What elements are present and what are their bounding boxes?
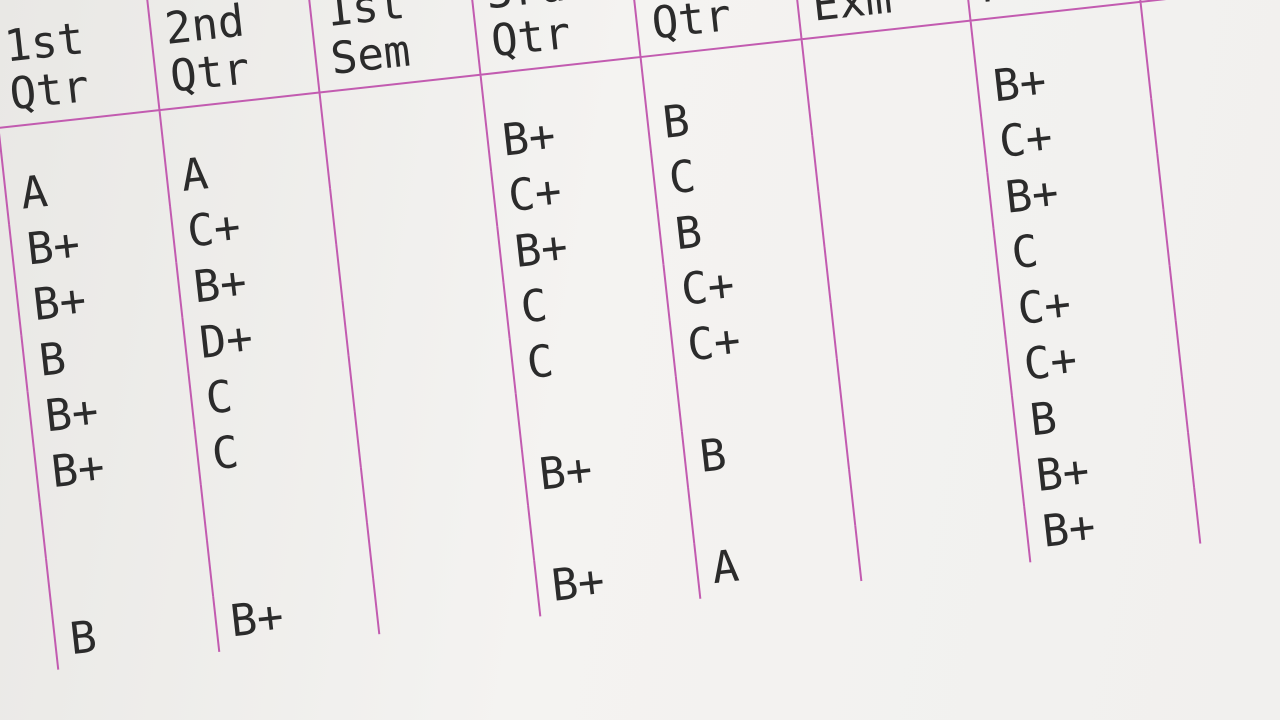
grade-table: 1stQtr2ndQtr1stSem3rdQtr4thQtrFnlExmFnlM… (0, 0, 1280, 670)
grade-cell (1140, 0, 1280, 99)
grade-cell: A (158, 92, 331, 207)
grade-cell (801, 20, 982, 136)
grade-sheet: 1stQtr2ndQtr1stSem3rdQtr4thQtrFnlExmFnlM… (0, 0, 1280, 670)
column-header: 1st Qtr (0, 0, 159, 128)
column-header: 2nd Qtr (141, 0, 320, 111)
grade-cell: B+ (970, 1, 1152, 117)
grade-cell (319, 74, 491, 189)
grade-cell: B (640, 39, 812, 154)
grade-cell: A (0, 110, 170, 225)
grade-cell: B+ (480, 57, 652, 172)
